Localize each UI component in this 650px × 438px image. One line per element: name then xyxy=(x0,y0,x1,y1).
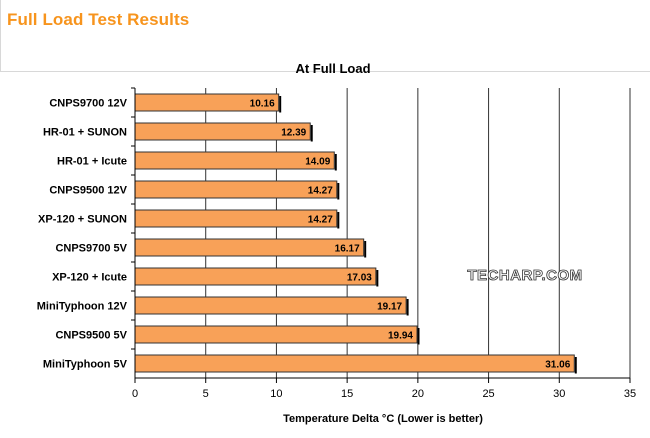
x-tick-label: 30 xyxy=(553,388,565,400)
category-label: HR-01 + Icute xyxy=(57,156,127,168)
category-label: HR-01 + SUNON xyxy=(43,127,127,139)
bar xyxy=(134,354,575,373)
x-tick-label: 20 xyxy=(412,388,424,400)
category-label: CNPS9500 5V xyxy=(55,330,127,342)
bars: 10.16 12.39 14.09 14.27 14.27 16.17 17.03 19.17… xyxy=(134,93,577,374)
category-label: XP-120 + SUNON xyxy=(38,214,127,226)
x-tick-label: 0 xyxy=(132,388,138,400)
data-label: 19.17 xyxy=(377,302,402,313)
category-label: CNPS9700 5V xyxy=(55,243,127,255)
data-label: 31.06 xyxy=(545,360,570,371)
data-label: 14.27 xyxy=(308,215,333,226)
category-label: MiniTyphoon 12V xyxy=(37,301,128,313)
data-label: 12.39 xyxy=(281,128,306,139)
watermark: TECHARP.COM xyxy=(467,267,582,284)
data-label: 10.16 xyxy=(250,99,275,110)
axes: 0 5 10 15 20 25 30 35 CNPS9700 12V HR-01 + SUNON H… xyxy=(37,87,636,400)
category-label: CNPS9700 12V xyxy=(49,98,127,110)
bar xyxy=(134,267,377,286)
x-axis-label: Temperature Delta °C (Lower is better) xyxy=(283,413,483,425)
x-tick-label: 25 xyxy=(482,388,494,400)
x-tick-label: 15 xyxy=(341,388,353,400)
chart-title: At Full Load xyxy=(295,61,370,76)
page-header: Full Load Test Results xyxy=(0,0,650,72)
data-label: 17.03 xyxy=(347,273,372,284)
bar xyxy=(134,209,338,228)
bar xyxy=(134,296,407,315)
bar xyxy=(134,325,418,344)
bar xyxy=(134,180,338,199)
data-label: 16.17 xyxy=(335,244,360,255)
bar xyxy=(134,238,365,257)
data-label: 19.94 xyxy=(388,331,413,342)
category-label: CNPS9500 12V xyxy=(49,185,127,197)
x-tick-label: 35 xyxy=(624,388,636,400)
data-label: 14.09 xyxy=(305,157,330,168)
category-label: MiniTyphoon 5V xyxy=(43,359,128,371)
category-label: XP-120 + Icute xyxy=(52,272,127,284)
data-label: 14.27 xyxy=(308,186,333,197)
x-tick-label: 5 xyxy=(203,388,209,400)
x-tick-label: 10 xyxy=(270,388,282,400)
page-title: Full Load Test Results xyxy=(7,10,190,29)
